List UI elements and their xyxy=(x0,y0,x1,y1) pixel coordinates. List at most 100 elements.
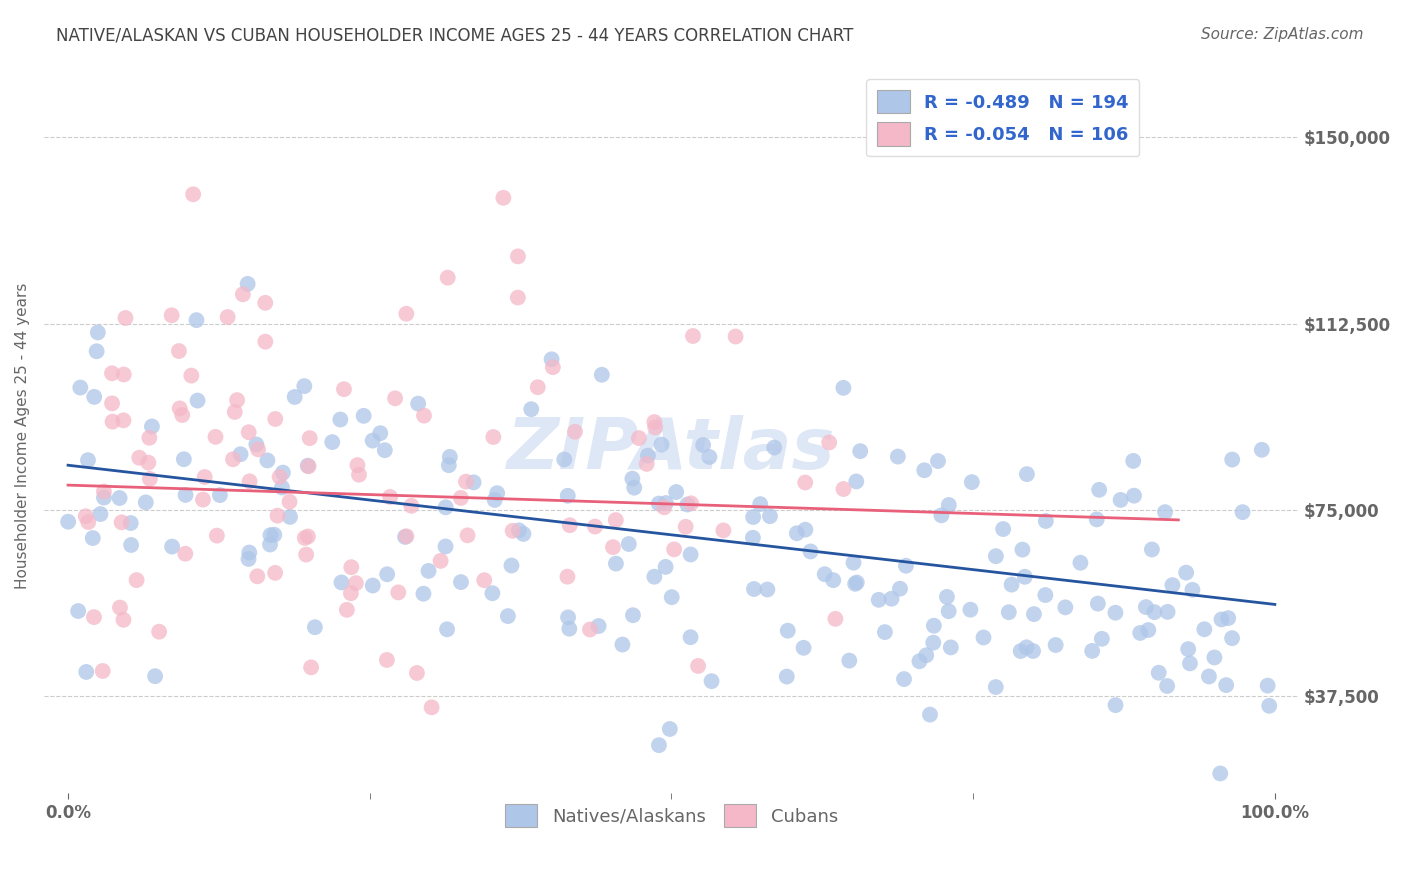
Point xyxy=(699,450,721,464)
Point xyxy=(832,381,855,395)
Point xyxy=(361,578,384,592)
Point xyxy=(77,515,100,529)
Point xyxy=(508,524,530,538)
Point xyxy=(194,470,217,484)
Point xyxy=(387,585,409,599)
Point xyxy=(420,700,443,714)
Point xyxy=(204,430,226,444)
Point xyxy=(1143,605,1166,619)
Point xyxy=(271,466,294,480)
Point xyxy=(661,590,683,604)
Point xyxy=(605,513,627,527)
Point xyxy=(915,648,938,663)
Point xyxy=(294,531,316,545)
Point xyxy=(679,630,702,644)
Point xyxy=(101,415,124,429)
Point xyxy=(823,573,845,587)
Point xyxy=(557,489,579,503)
Point xyxy=(605,557,627,571)
Point xyxy=(340,586,363,600)
Point xyxy=(143,669,166,683)
Point xyxy=(108,600,131,615)
Point xyxy=(174,488,197,502)
Point xyxy=(297,459,319,474)
Point xyxy=(814,567,837,582)
Point xyxy=(742,531,765,545)
Point xyxy=(501,558,523,573)
Point xyxy=(1123,489,1146,503)
Point xyxy=(160,308,183,322)
Point xyxy=(959,602,981,616)
Point xyxy=(1081,644,1104,658)
Point xyxy=(472,573,495,587)
Point xyxy=(110,516,132,530)
Point xyxy=(284,390,307,404)
Point xyxy=(266,508,288,523)
Point xyxy=(295,548,318,562)
Point xyxy=(406,397,429,411)
Point xyxy=(1122,454,1144,468)
Point xyxy=(374,443,396,458)
Y-axis label: Householder Income Ages 25 - 44 years: Householder Income Ages 25 - 44 years xyxy=(15,282,30,589)
Point xyxy=(1054,600,1077,615)
Point xyxy=(1204,650,1226,665)
Point xyxy=(763,441,786,455)
Point xyxy=(1215,678,1237,692)
Point xyxy=(299,660,322,674)
Point xyxy=(558,622,581,636)
Point xyxy=(136,456,159,470)
Point xyxy=(436,270,458,285)
Point xyxy=(401,499,423,513)
Point xyxy=(83,390,105,404)
Point xyxy=(1232,505,1254,519)
Point xyxy=(321,435,343,450)
Point xyxy=(77,453,100,467)
Point xyxy=(1069,556,1091,570)
Point xyxy=(894,558,917,573)
Point xyxy=(229,447,252,461)
Point xyxy=(627,431,650,445)
Point xyxy=(208,488,231,502)
Point xyxy=(263,528,285,542)
Point xyxy=(418,564,440,578)
Point xyxy=(481,586,503,600)
Point xyxy=(1000,577,1022,591)
Point xyxy=(506,291,529,305)
Point xyxy=(1209,766,1232,780)
Point xyxy=(637,449,659,463)
Point xyxy=(873,625,896,640)
Point xyxy=(333,382,356,396)
Point xyxy=(278,510,301,524)
Point xyxy=(1178,657,1201,671)
Point xyxy=(246,569,269,583)
Point xyxy=(93,484,115,499)
Point xyxy=(688,659,710,673)
Point xyxy=(148,624,170,639)
Point xyxy=(648,738,671,752)
Text: Source: ZipAtlas.com: Source: ZipAtlas.com xyxy=(1201,27,1364,42)
Point xyxy=(336,603,359,617)
Point xyxy=(108,491,131,505)
Point xyxy=(700,674,723,689)
Point xyxy=(340,560,363,574)
Point xyxy=(436,623,458,637)
Point xyxy=(329,412,352,426)
Point xyxy=(938,604,960,618)
Point xyxy=(82,531,104,545)
Point xyxy=(429,554,451,568)
Point xyxy=(75,665,97,679)
Point xyxy=(1137,623,1160,637)
Text: NATIVE/ALASKAN VS CUBAN HOUSEHOLDER INCOME AGES 25 - 44 YEARS CORRELATION CHART: NATIVE/ALASKAN VS CUBAN HOUSEHOLDER INCO… xyxy=(56,27,853,45)
Point xyxy=(191,492,214,507)
Point xyxy=(304,620,326,634)
Point xyxy=(437,458,460,473)
Point xyxy=(591,368,613,382)
Point xyxy=(264,412,287,426)
Point xyxy=(742,582,765,596)
Point xyxy=(1035,514,1057,528)
Point xyxy=(658,722,681,736)
Point xyxy=(217,310,239,324)
Point xyxy=(439,450,461,464)
Point xyxy=(1015,640,1038,655)
Point xyxy=(621,608,644,623)
